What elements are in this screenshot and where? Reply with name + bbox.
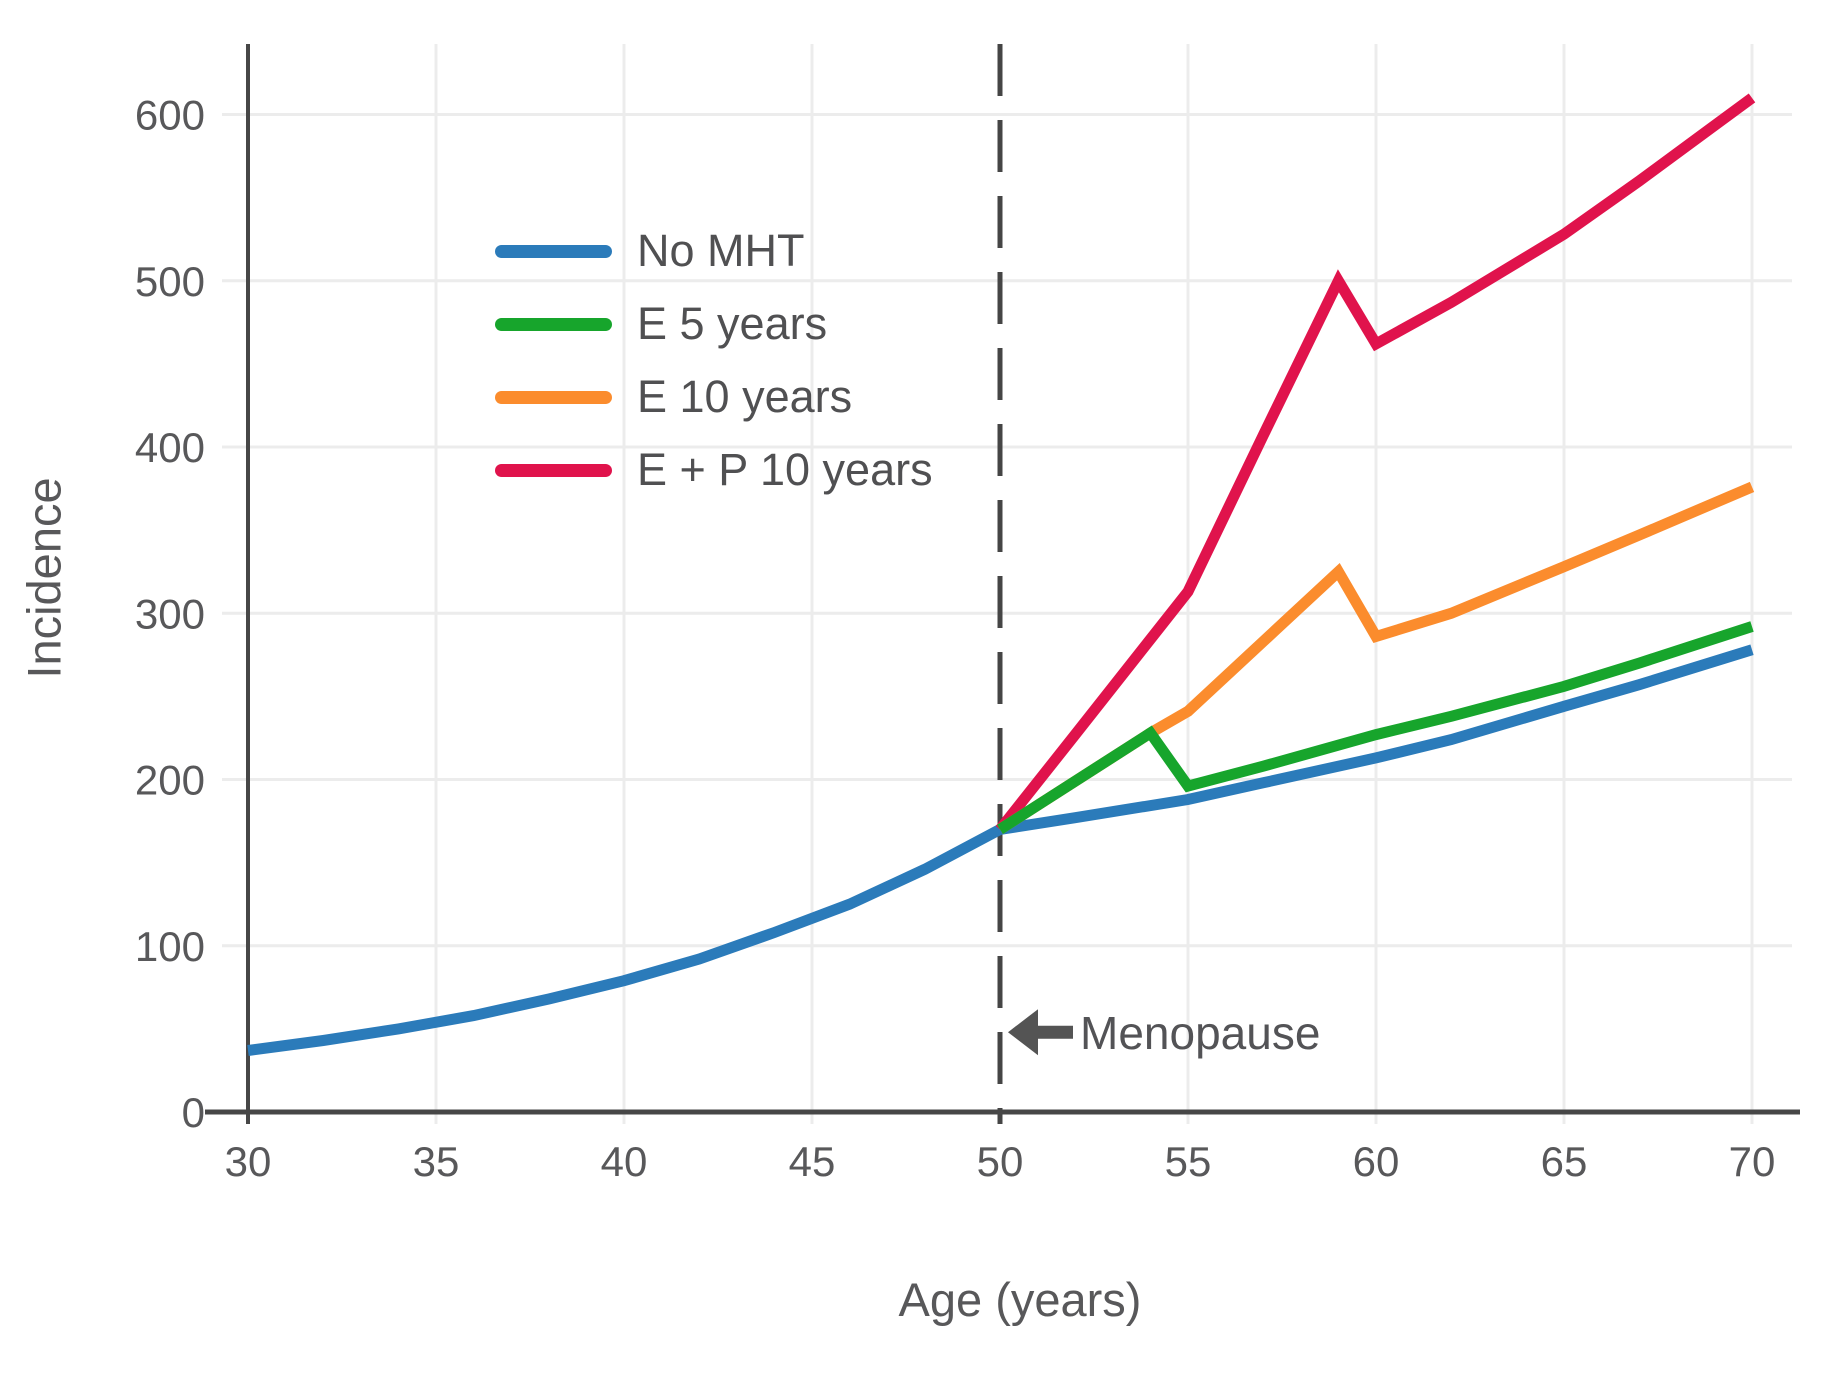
legend-item-e-10-years: E 10 years [495,366,933,428]
x-tick-label-35: 35 [413,1138,460,1185]
series-line-e-10-years [997,481,1755,835]
x-tick-label-70: 70 [1729,1138,1776,1185]
legend-label: E 5 years [637,298,828,349]
y-tick-label-600: 600 [135,92,205,139]
legend-label: E 10 years [637,371,853,422]
legend-item-no-mht: No MHT [495,220,933,282]
x-tick-label-45: 45 [789,1138,836,1185]
x-tick-label-50: 50 [977,1138,1024,1185]
series-line-no-mht [247,644,1754,1056]
legend-swatch-e-5-years [495,317,612,331]
legend-label: No MHT [637,225,805,276]
y-tick-label-100: 100 [135,923,205,970]
y-tick-label-500: 500 [135,258,205,305]
y-tick-label-200: 200 [135,757,205,804]
legend: No MHT E 5 years E 10 years E + P 10 yea… [495,220,933,512]
legend-swatch-e-10-years [495,390,612,404]
legend-item-e-5-years: E 5 years [495,293,933,355]
y-tick-label-400: 400 [135,424,205,471]
legend-label: E + P 10 years [637,444,933,495]
series-line-e-p-10-years [995,93,1756,833]
menopause-annotation-text: Menopause [1080,1007,1321,1059]
x-tick-label-55: 55 [1165,1138,1212,1185]
x-tick-label-30: 30 [225,1138,272,1185]
series-line-e-5-years [997,621,1754,835]
y-tick-label-0: 0 [182,1089,205,1136]
legend-item-e-p-10-years: E + P 10 years [495,439,933,501]
x-axis-title: Age (years) [898,1273,1142,1326]
x-tick-label-60: 60 [1353,1138,1400,1185]
x-tick-label-40: 40 [601,1138,648,1185]
x-tick-label-65: 65 [1541,1138,1588,1185]
menopause-arrow-icon [1008,1009,1073,1056]
y-axis-title: Incidence [17,477,71,679]
legend-swatch-no-mht [495,244,612,258]
y-tick-label-300: 300 [135,590,205,637]
legend-swatch-e-p-10-years [495,463,612,477]
